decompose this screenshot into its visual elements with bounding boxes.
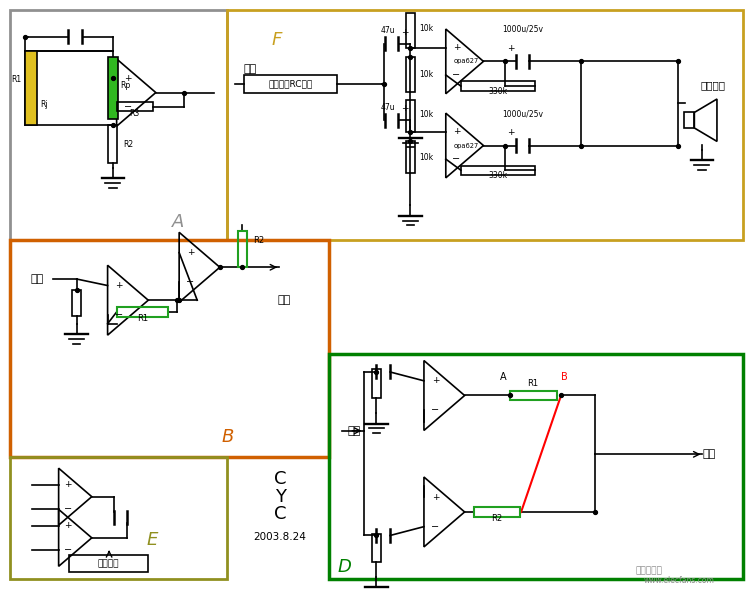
Bar: [510, 391, 556, 400]
Text: 輸入: 輸入: [31, 274, 44, 284]
Text: R3: R3: [129, 109, 140, 118]
Text: 高阻耳機: 高阻耳機: [701, 80, 726, 90]
Text: Rp: Rp: [120, 81, 131, 90]
Text: 1000u/25v: 1000u/25v: [502, 109, 543, 118]
Text: +: +: [507, 128, 515, 137]
Text: 電位器與RC濾波: 電位器與RC濾波: [268, 79, 312, 88]
Text: 10k: 10k: [420, 70, 433, 79]
Text: B: B: [222, 428, 234, 446]
Bar: [116, 102, 153, 111]
Text: 330k: 330k: [488, 87, 507, 96]
Text: 10k: 10k: [420, 153, 433, 162]
Text: +: +: [432, 376, 439, 385]
Bar: [406, 141, 415, 173]
Text: R2: R2: [491, 514, 503, 524]
Text: −: −: [64, 545, 72, 555]
Text: www.elecfans.com: www.elecfans.com: [644, 576, 714, 584]
Text: +: +: [64, 521, 72, 530]
Text: C: C: [274, 470, 287, 488]
Text: R2: R2: [253, 236, 264, 245]
Bar: [11, 239, 329, 457]
Text: +: +: [64, 480, 72, 489]
Bar: [329, 355, 743, 579]
Text: −: −: [64, 504, 72, 514]
Bar: [372, 534, 381, 562]
Bar: [11, 457, 228, 579]
Text: R1: R1: [11, 75, 21, 84]
Bar: [72, 290, 81, 316]
Text: A: A: [172, 213, 184, 231]
Text: −: −: [431, 522, 439, 532]
Text: +: +: [453, 43, 460, 52]
Text: 1000u/25v: 1000u/25v: [502, 25, 543, 34]
Text: +: +: [401, 28, 409, 37]
Text: −: −: [123, 102, 132, 112]
Bar: [461, 165, 534, 175]
Text: 2003.8.24: 2003.8.24: [254, 532, 306, 542]
Text: R2: R2: [123, 139, 134, 148]
Bar: [406, 99, 415, 132]
Bar: [237, 231, 247, 267]
Text: +: +: [124, 74, 132, 83]
Text: 電子發燒友: 電子發燒友: [636, 566, 662, 575]
Text: −: −: [431, 405, 439, 415]
Text: +: +: [453, 128, 460, 137]
Text: D: D: [337, 558, 351, 576]
Bar: [372, 369, 381, 398]
Text: 輸出: 輸出: [703, 449, 716, 459]
Text: +: +: [115, 281, 122, 290]
Text: 輸入: 輸入: [243, 64, 256, 74]
Text: 輸入: 輸入: [347, 426, 361, 436]
Bar: [406, 57, 415, 92]
Bar: [107, 57, 118, 119]
Bar: [406, 12, 415, 48]
Bar: [228, 10, 743, 239]
Bar: [116, 307, 168, 317]
Text: C: C: [274, 505, 287, 523]
Text: E: E: [147, 531, 158, 548]
Bar: [684, 112, 694, 128]
Text: opa627: opa627: [454, 142, 479, 148]
Text: opa627: opa627: [454, 59, 479, 64]
Bar: [244, 75, 336, 93]
Text: 10k: 10k: [420, 24, 433, 33]
Text: +: +: [401, 105, 409, 113]
Text: +: +: [432, 493, 439, 502]
Text: 330k: 330k: [488, 171, 507, 180]
Text: 輸出: 輸出: [277, 296, 290, 305]
Text: Rj: Rj: [40, 100, 48, 109]
Bar: [26, 51, 37, 125]
Text: −: −: [452, 154, 460, 164]
Text: +: +: [187, 248, 194, 257]
Bar: [461, 82, 534, 91]
Text: A: A: [500, 372, 507, 382]
Text: 47u: 47u: [380, 26, 395, 35]
Text: 反饋回路: 反饋回路: [98, 559, 119, 568]
Text: B: B: [562, 372, 569, 382]
Text: −: −: [452, 70, 460, 80]
Text: R1: R1: [528, 379, 539, 388]
Text: Y: Y: [274, 488, 286, 506]
Text: +: +: [507, 44, 515, 53]
Bar: [474, 507, 520, 517]
Bar: [108, 125, 117, 163]
Text: R1: R1: [137, 314, 148, 323]
Text: 47u: 47u: [380, 103, 395, 112]
Text: 10k: 10k: [420, 110, 433, 119]
Text: −: −: [115, 310, 123, 320]
Bar: [11, 10, 228, 239]
Text: F: F: [271, 31, 281, 48]
Bar: [70, 556, 148, 572]
Text: −: −: [187, 277, 194, 287]
